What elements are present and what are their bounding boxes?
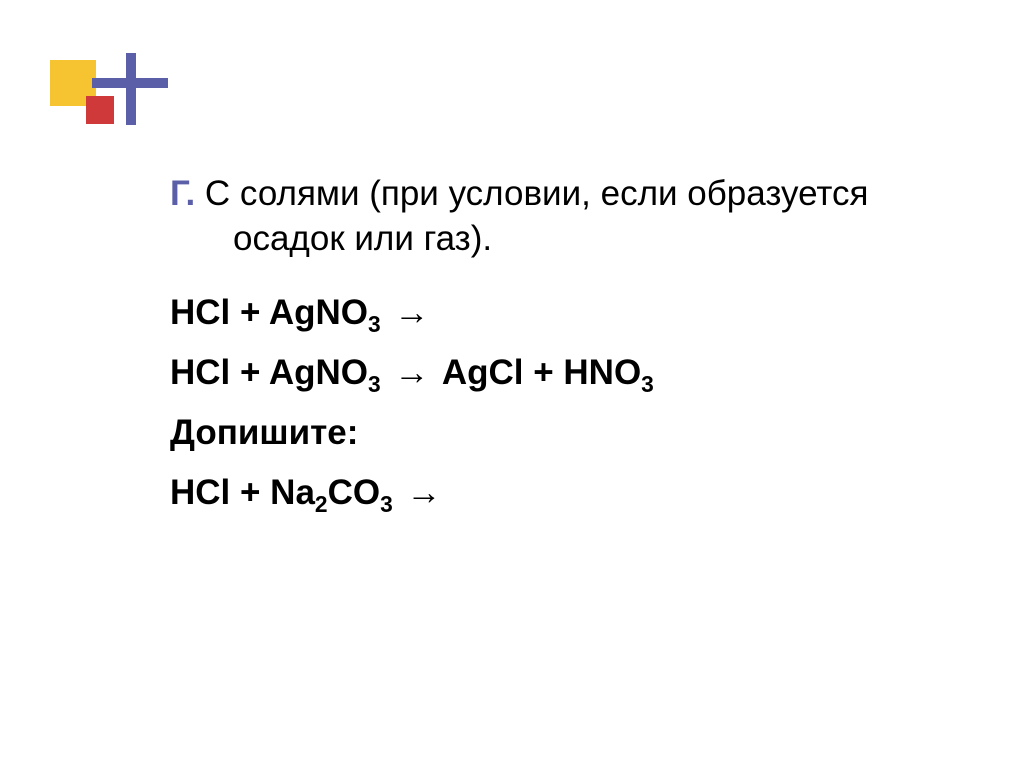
intro-text: Г. С солями (при условии, если образуетс…: [170, 172, 930, 262]
arrow-icon: →: [402, 472, 445, 514]
equation-line-1: HCl + AgNO3 → AgCl + HNO3: [170, 352, 930, 394]
eq-text: AgCl + HNO: [433, 353, 641, 392]
eq-text: [381, 293, 391, 332]
eq-text: HCl + AgNO: [170, 293, 368, 332]
equation-line-0: HCl + AgNO3 →: [170, 292, 930, 334]
section-letter: Г.: [170, 174, 195, 213]
eq-text: HCl + AgNO: [170, 353, 368, 392]
eq-text: Допишите:: [170, 413, 358, 452]
eq-text: HCl + Na: [170, 473, 315, 512]
arrow-icon: →: [390, 352, 433, 394]
intro-body: С солями (при условии, если образуется о…: [195, 174, 868, 258]
eq-text: CO: [328, 473, 381, 512]
equation-list: HCl + AgNO3 →HCl + AgNO3 → AgCl + HNO3До…: [170, 292, 930, 514]
equation-line-2: Допишите:: [170, 412, 930, 454]
eq-text: [393, 473, 403, 512]
subscript: 3: [368, 371, 381, 397]
slide-content: Г. С солями (при условии, если образуетс…: [170, 172, 930, 532]
slide-logo: [50, 38, 170, 128]
subscript: 3: [368, 311, 381, 337]
logo-bar-vertical: [126, 53, 136, 125]
subscript: 3: [641, 371, 654, 397]
subscript: 3: [380, 491, 393, 517]
eq-text: [381, 353, 391, 392]
subscript: 2: [315, 491, 328, 517]
slide: Г. С солями (при условии, если образуетс…: [0, 0, 1024, 767]
logo-square-red: [86, 96, 114, 124]
equation-line-3: HCl + Na2CO3 →: [170, 472, 930, 514]
arrow-icon: →: [390, 292, 433, 334]
